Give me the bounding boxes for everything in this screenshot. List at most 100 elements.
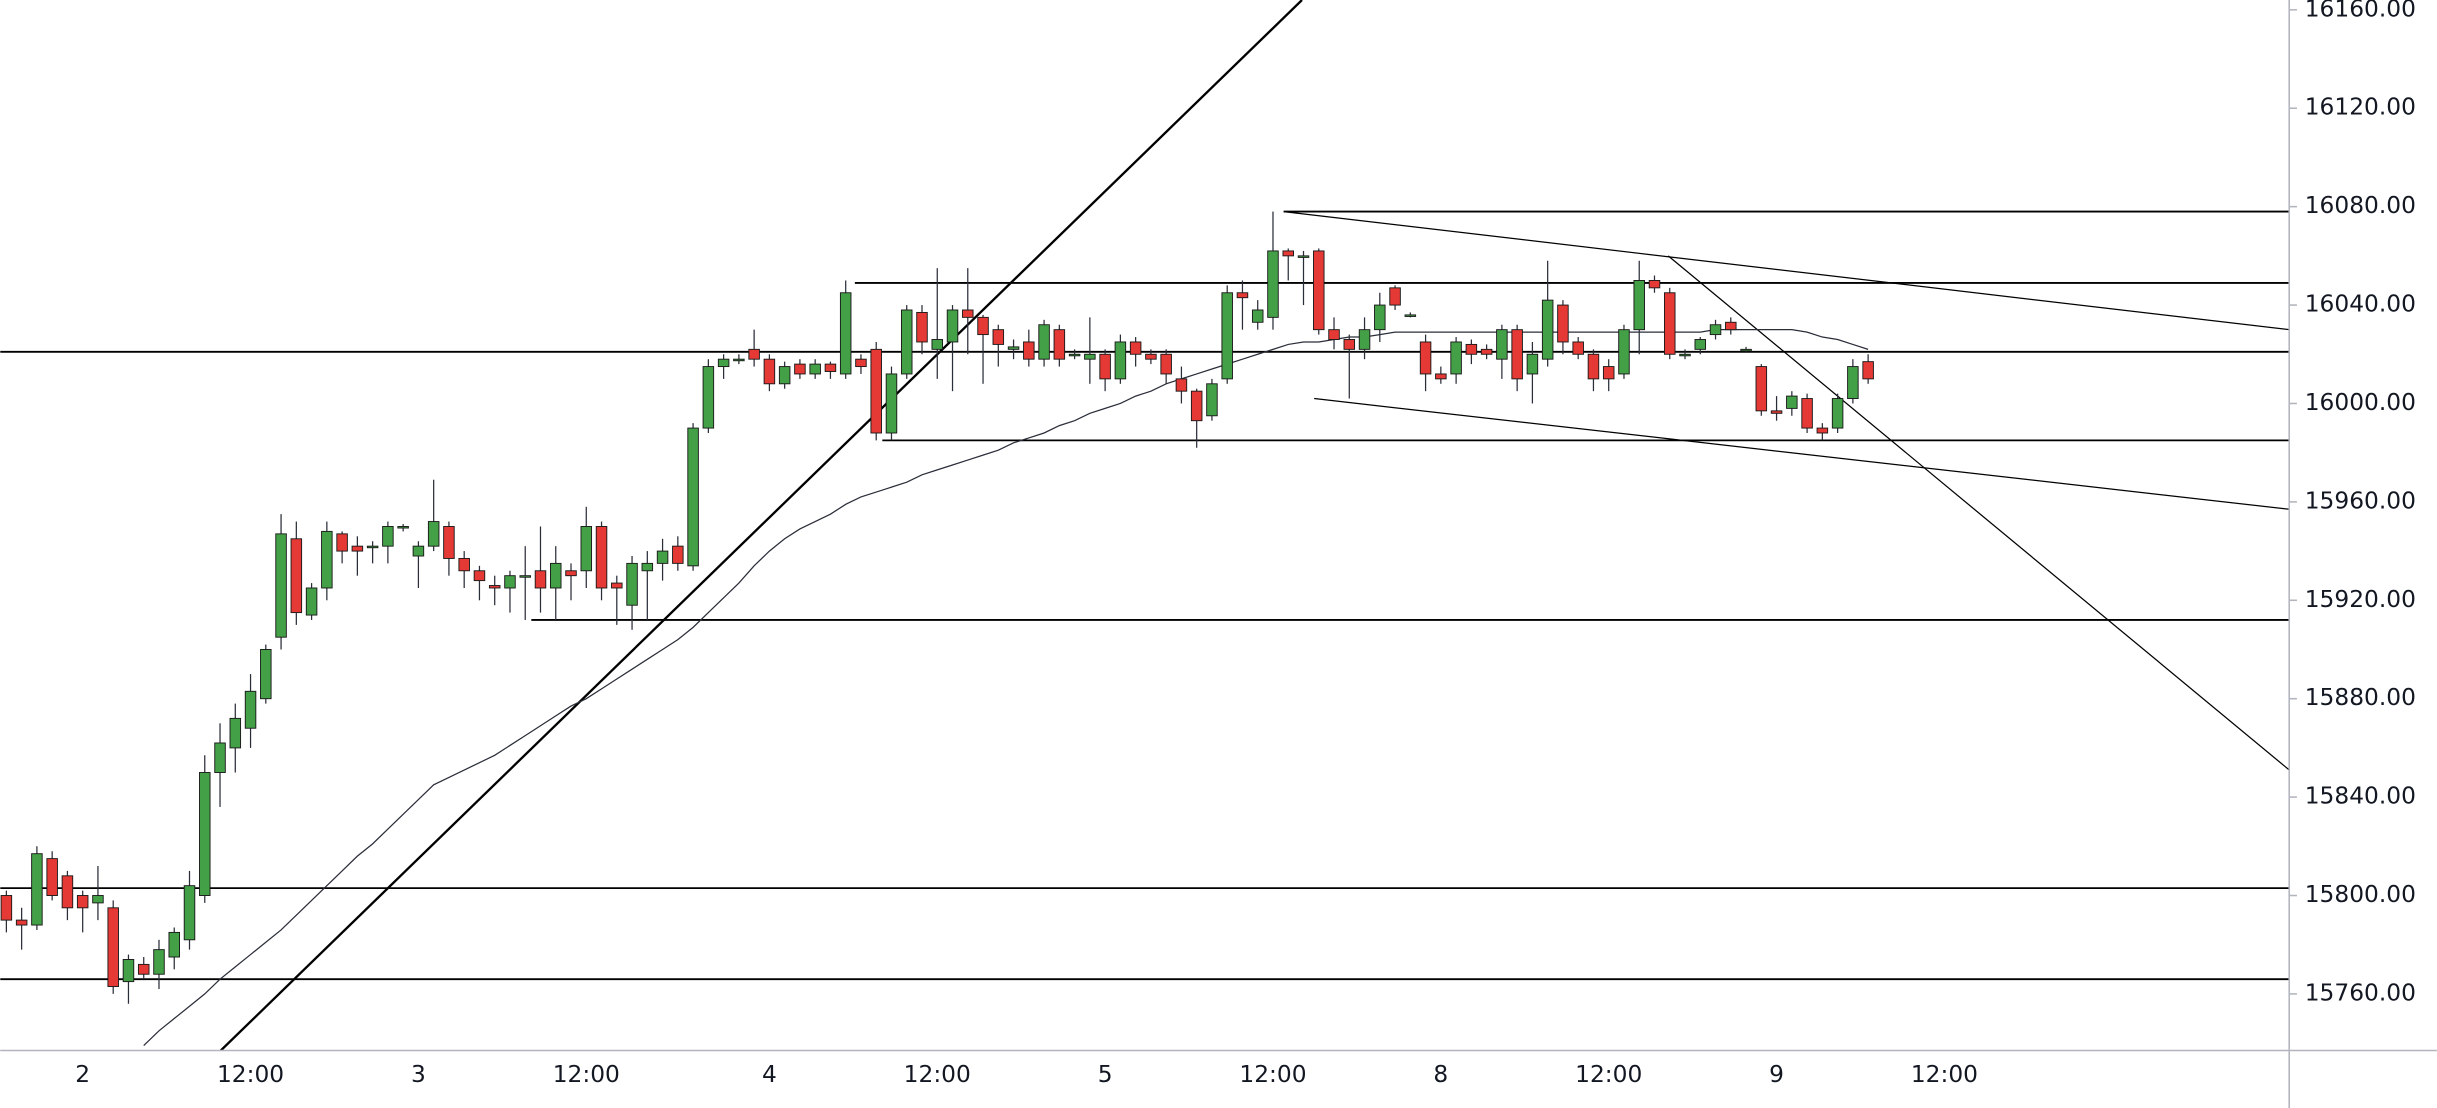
candle-body	[260, 649, 272, 700]
candle-body	[1007, 346, 1020, 350]
candle-body	[1389, 287, 1401, 306]
candle-body	[962, 309, 974, 318]
candle-body	[1435, 373, 1447, 380]
x-tick-label: 9	[1769, 1061, 1784, 1088]
plot-area	[0, 0, 2290, 1051]
candle-body	[1084, 353, 1096, 360]
x-tick-label: 12:00	[904, 1061, 971, 1088]
candle-body	[1847, 366, 1859, 400]
y-tick-label: 16080.00	[2305, 192, 2416, 219]
x-tick-label: 5	[1098, 1061, 1113, 1088]
candle-body	[1053, 329, 1066, 360]
x-tick-label: 12:00	[553, 1061, 620, 1088]
candle-body	[946, 309, 959, 343]
candle-body	[1023, 341, 1035, 360]
x-tick-label: 4	[762, 1061, 777, 1088]
candle-body	[1328, 329, 1340, 340]
candle-body	[1526, 353, 1539, 375]
candle-body	[1496, 329, 1508, 360]
candle-body	[92, 895, 104, 904]
candle-body	[565, 570, 577, 577]
candle-body	[1404, 314, 1417, 317]
candle-body	[977, 316, 989, 336]
candle-body	[1786, 395, 1798, 409]
candle-body	[1297, 255, 1310, 258]
x-tick-label: 12:00	[217, 1061, 284, 1088]
candle-body	[244, 690, 257, 729]
trend-line	[1667, 255, 2290, 771]
candle-body	[1343, 339, 1356, 350]
candle-body	[672, 545, 684, 564]
candle-body	[107, 907, 119, 988]
candle-body	[15, 919, 28, 926]
candle-body	[900, 309, 913, 375]
candle-body	[763, 358, 776, 385]
x-tick-label: 3	[411, 1061, 426, 1088]
candle-body	[641, 562, 654, 572]
candle-body	[931, 339, 944, 350]
x-tick-label: 12:00	[1911, 1061, 1978, 1088]
candle-body	[275, 533, 287, 638]
trend-line	[1314, 397, 2290, 510]
candle-body	[1587, 353, 1600, 380]
candle-body	[1694, 339, 1707, 350]
candle-body	[687, 427, 699, 567]
candle-body	[321, 530, 333, 589]
candle-body	[122, 959, 135, 983]
candle-body	[1358, 329, 1371, 350]
candle-body	[458, 557, 470, 572]
candle-body	[305, 587, 318, 616]
candle-body	[229, 717, 242, 749]
candle-body	[1282, 250, 1294, 257]
candle-body	[1221, 292, 1233, 380]
candle-body	[153, 949, 165, 975]
candle-body	[397, 526, 409, 529]
candle-body	[290, 538, 303, 614]
candle-body	[504, 575, 516, 589]
candle-body	[1557, 304, 1569, 343]
candle-body	[778, 366, 791, 385]
candle-body	[1450, 341, 1462, 375]
candle-body	[366, 545, 379, 549]
y-tick-label: 15960.00	[2305, 487, 2416, 514]
candle-body	[916, 311, 928, 343]
candle-body	[46, 858, 58, 896]
candle-body	[595, 526, 608, 589]
candle-body	[748, 348, 760, 360]
candle-body	[1374, 304, 1386, 331]
candle-body	[1465, 343, 1478, 355]
candle-body	[1511, 329, 1523, 380]
y-tick-label: 15880.00	[2305, 684, 2416, 711]
candle-body	[1755, 366, 1768, 412]
y-tick-label: 16160.00	[2305, 0, 2416, 22]
candle-body	[855, 358, 867, 368]
candle-body	[1129, 341, 1142, 355]
candle-body	[1160, 353, 1172, 375]
candle-body	[0, 895, 13, 921]
candle-body	[199, 772, 211, 896]
candle-body	[702, 366, 715, 429]
y-tick-label: 15840.00	[2305, 783, 2416, 810]
trend-line	[219, 0, 1303, 1051]
candle-body	[1145, 353, 1157, 360]
candle-body	[1267, 250, 1279, 318]
candle-body	[1190, 390, 1203, 422]
y-tick-label: 15760.00	[2305, 979, 2416, 1006]
x-tick-label: 8	[1433, 1061, 1448, 1088]
x-tick-label: 2	[75, 1061, 90, 1088]
y-tick-label: 15920.00	[2305, 586, 2416, 613]
candle-body	[61, 875, 74, 909]
candle-body	[1099, 353, 1111, 380]
candle-body	[412, 545, 425, 557]
candle-body	[626, 562, 638, 606]
candle-body	[1648, 279, 1661, 289]
candle-body	[1801, 398, 1813, 429]
candle-body	[733, 358, 745, 362]
candle-body	[992, 329, 1005, 345]
candle-body	[1618, 329, 1630, 375]
candle-body	[1663, 292, 1676, 355]
y-tick-label: 16040.00	[2305, 291, 2416, 318]
